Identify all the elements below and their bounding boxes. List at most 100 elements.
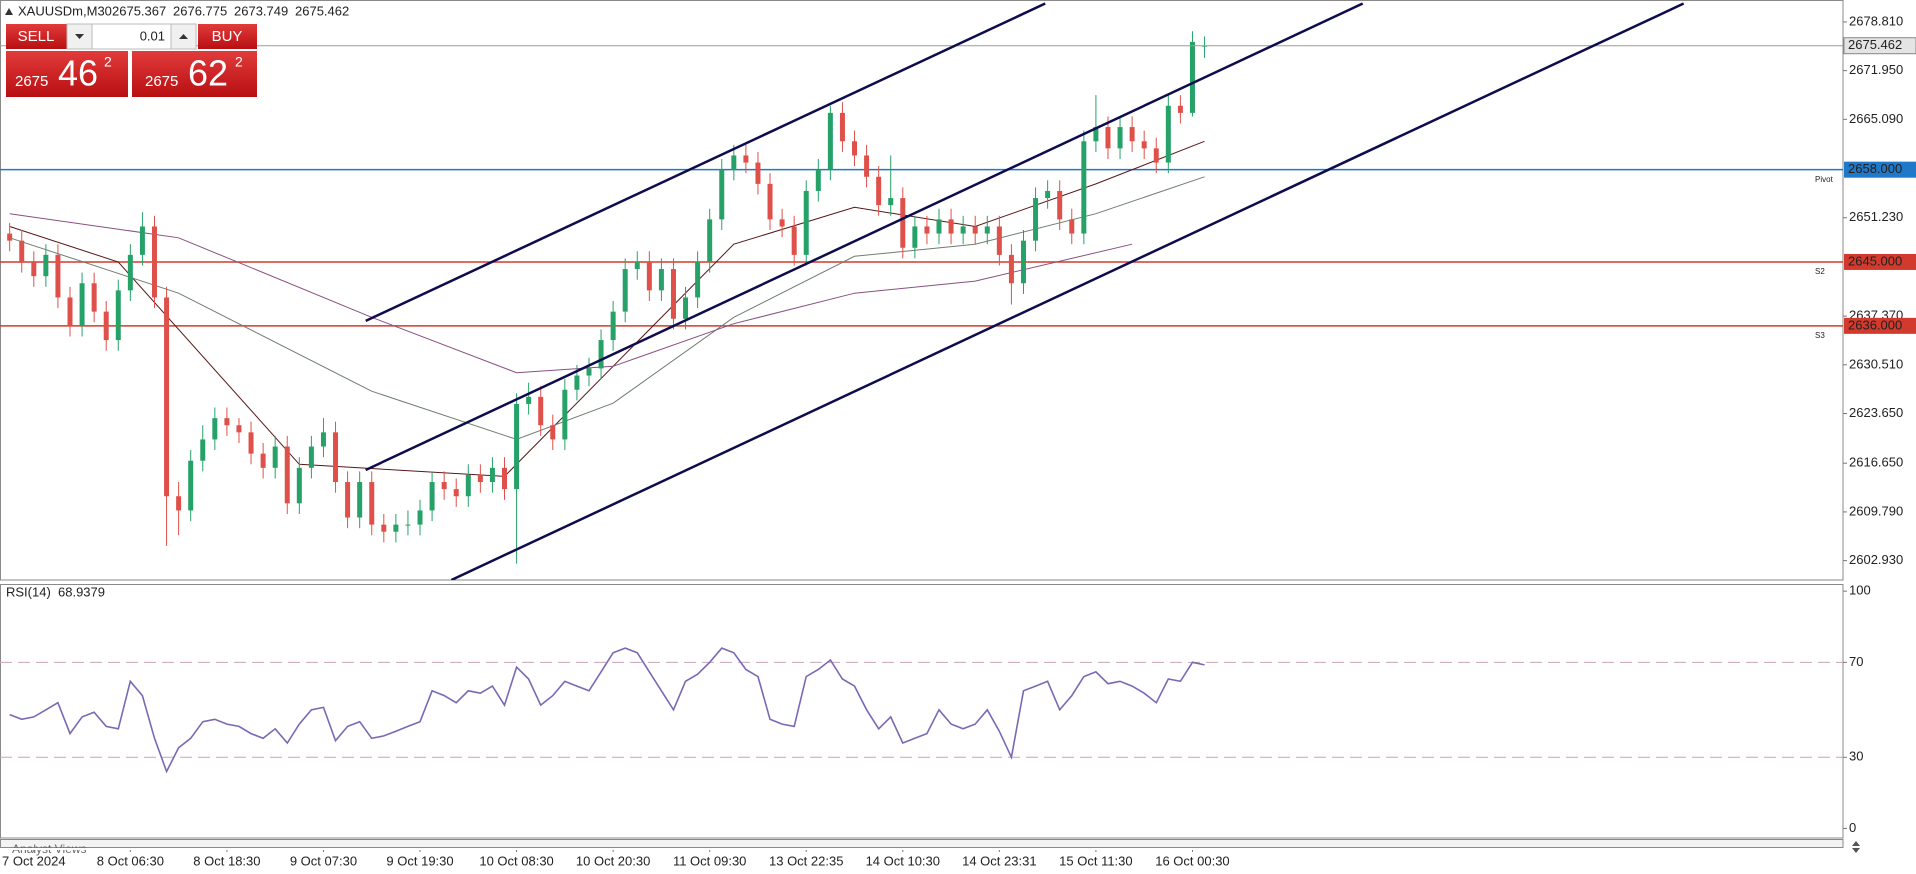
y-tick-label: 2665.090 <box>1849 111 1903 126</box>
y-tick-label: 2616.650 <box>1849 455 1903 470</box>
rsi-line <box>9 647 1205 774</box>
candle-body <box>417 510 423 525</box>
candle-body <box>936 219 942 234</box>
y-tick-label: 2609.790 <box>1849 503 1903 518</box>
buy-price-box[interactable] <box>132 51 257 97</box>
candle-body <box>296 467 302 504</box>
lot-value[interactable]: 0.01 <box>140 28 165 43</box>
y-tick-label: 2623.650 <box>1849 405 1903 420</box>
candle-body <box>598 340 604 369</box>
rsi-title: RSI(14) <box>6 584 51 599</box>
candle-body <box>272 446 278 468</box>
trendline <box>365 2 1364 472</box>
candle-body <box>550 425 556 440</box>
moving-average <box>9 213 1133 374</box>
x-tick-label: 14 Oct 23:31 <box>962 853 1036 868</box>
sell-button[interactable] <box>6 24 67 49</box>
candle-body <box>79 283 85 326</box>
candle-body <box>369 482 375 525</box>
candle-body <box>1081 141 1087 234</box>
candle-body <box>115 290 121 341</box>
sell-price-big: 2675 <box>15 73 48 90</box>
x-tick-label: 11 Oct 09:30 <box>673 853 746 868</box>
sell-label[interactable]: SELL <box>18 28 55 45</box>
ohlc-low: 2673.749 <box>234 3 288 18</box>
candle-body <box>1105 127 1111 149</box>
level-box <box>1844 317 1916 334</box>
candle-body <box>1129 127 1135 142</box>
tab-bar <box>0 839 1844 848</box>
candle-body <box>707 219 713 262</box>
candle-body <box>1153 148 1159 163</box>
candle-body <box>767 183 773 220</box>
candle-body <box>1117 127 1123 149</box>
buy-price-pips: 62 <box>188 53 228 94</box>
candle-body <box>1177 105 1183 113</box>
candle-body <box>924 226 930 234</box>
symbol-title: XAUUSDm,M30 <box>18 3 112 18</box>
candle-body <box>803 190 809 255</box>
candle-body <box>839 112 845 142</box>
x-tick-label: 15 Oct 11:30 <box>1059 853 1132 868</box>
candle-body <box>453 489 459 497</box>
level-label: 2645.000 <box>1848 253 1902 268</box>
candle-body <box>1189 41 1195 113</box>
candle-body <box>429 482 435 511</box>
candle-body <box>658 269 664 291</box>
y-tick-label: 2671.950 <box>1849 62 1903 77</box>
axes: 2602.930 2609.790 2616.650 2623.650 2630.510… <box>2 13 1916 868</box>
candle-body <box>151 226 157 298</box>
y-tick-label: 30 <box>1849 749 1863 764</box>
candle-body <box>815 169 821 191</box>
candle-body <box>441 482 447 490</box>
candle-body <box>864 155 870 177</box>
candle-body <box>538 396 544 426</box>
candle-body <box>960 226 966 234</box>
candle-body <box>381 524 387 532</box>
candle-body <box>1020 240 1026 284</box>
tab-toggle[interactable] <box>1852 841 1860 853</box>
price-plot: Pivot S2 S3 <box>0 2 1843 580</box>
sell-price-pips: 46 <box>58 53 98 94</box>
candle-body <box>526 396 532 404</box>
candle-body <box>972 226 978 234</box>
buy-label[interactable]: BUY <box>212 28 243 45</box>
candle-body <box>67 297 73 326</box>
candle-body <box>393 524 399 532</box>
candle-body <box>465 474 471 497</box>
trendline <box>450 2 1685 580</box>
candle-body <box>333 432 339 483</box>
buy-button[interactable] <box>198 24 257 49</box>
candle-body <box>646 261 652 291</box>
candle-body <box>345 482 351 518</box>
candle-body <box>248 432 254 454</box>
candle-body <box>489 467 495 483</box>
candle-body <box>610 311 616 341</box>
candle-body <box>683 297 689 319</box>
current-price-label: 2675.462 <box>1848 37 1902 52</box>
candle-body <box>1069 219 1075 234</box>
candle-body <box>1141 141 1147 149</box>
candle-body <box>562 389 568 440</box>
candle-body <box>357 482 363 518</box>
candle-body <box>212 418 218 440</box>
x-tick-label: 8 Oct 18:30 <box>193 853 260 868</box>
candle-body <box>91 283 97 312</box>
level-tag: Pivot <box>1815 175 1834 184</box>
level-tag: S2 <box>1815 267 1825 276</box>
sell-price-box[interactable] <box>6 51 128 97</box>
level-tag: S3 <box>1815 331 1825 340</box>
ohlc-high: 2676.775 <box>173 3 227 18</box>
candle-body <box>164 297 170 497</box>
tab-cover <box>0 848 1843 850</box>
rsi-panel <box>0 584 1844 839</box>
level-label: 2636.000 <box>1848 317 1902 332</box>
collapse-icon[interactable] <box>5 8 13 15</box>
candle-body <box>1165 105 1171 163</box>
candle-body <box>791 226 797 255</box>
candle-body <box>912 226 918 248</box>
candle-body <box>260 453 266 468</box>
ohlc-open: 2675.367 <box>112 3 166 18</box>
current-price-box <box>1843 37 1916 55</box>
